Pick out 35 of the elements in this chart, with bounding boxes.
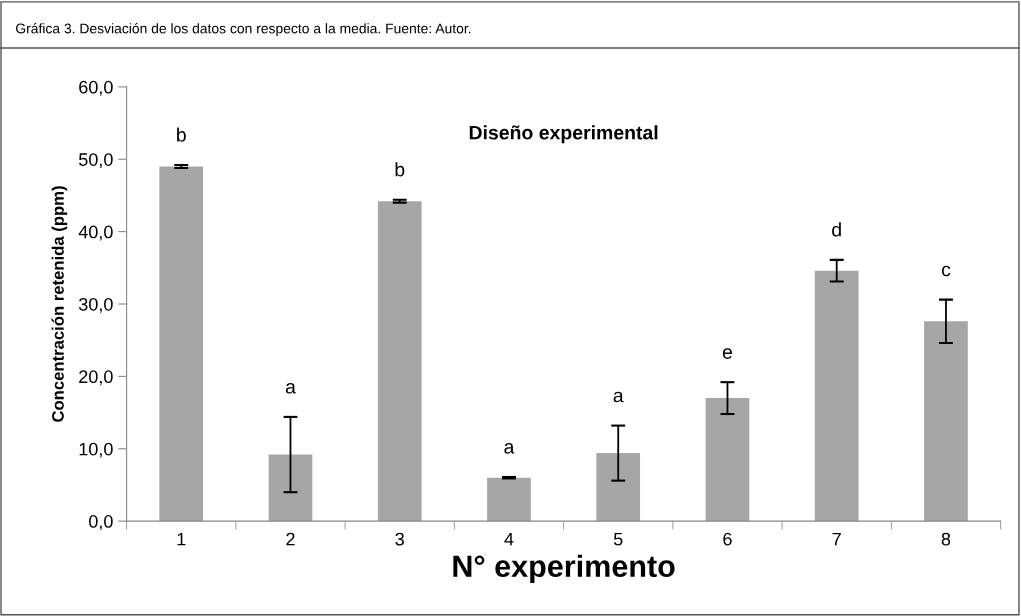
bar [159,166,204,522]
x-tick-label: 3 [395,532,404,546]
y-axis-title: Concentración retenida (ppm) [51,186,68,422]
bar [377,201,422,522]
text: Diseño experimental [469,125,658,144]
y-tick-label: 60,0 [79,80,113,96]
data-label: a [613,391,624,403]
x-tick-label: 5 [613,532,623,546]
bar [596,453,641,522]
y-tick-label: 40,0 [78,225,113,241]
x-tick-label: 8 [941,532,951,546]
data-label: b [395,162,405,177]
x-axis-title: N° experimento [453,554,675,584]
bar [268,454,313,522]
x-tick-label: 7 [832,532,841,546]
y-tick-label: 0,0 [89,515,113,530]
y-tick-label: 30,0 [78,297,113,313]
x-tick-label: 4 [504,532,514,546]
y-tick-label: 20,0 [79,370,113,386]
x-tick-label: 6 [723,532,732,546]
y-tick-label: 10,0 [79,442,113,458]
bar [924,321,968,522]
bar [705,398,750,522]
chart-subtitle: Gráfica 3. Desviación de los datos con respecto a la media. Fuente: Autor. [16,23,471,37]
bar [487,477,531,522]
data-label: d [832,222,841,237]
x-tick-label: 2 [286,532,295,546]
data-label: e [722,348,733,359]
data-label: c [941,265,951,277]
bar [814,270,859,522]
data-label: b [177,127,186,142]
data-label: a [504,443,515,454]
x-tick-label: 1 [177,532,186,546]
data-label: a [285,382,296,394]
y-tick-label: 50,0 [78,153,113,169]
